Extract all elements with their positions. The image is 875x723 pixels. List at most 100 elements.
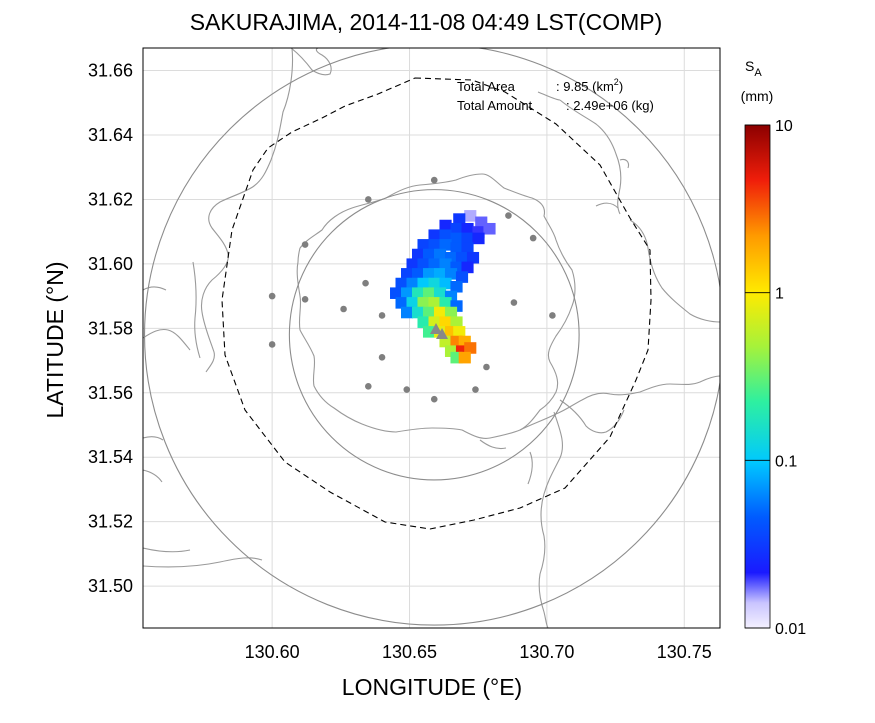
ash-cell xyxy=(401,268,414,280)
ash-cell xyxy=(433,287,447,299)
vent-markers xyxy=(430,323,448,339)
x-tick-labels: 130.60 130.65 130.70 130.75 xyxy=(245,642,712,662)
ash-cell xyxy=(461,242,474,254)
total-area-value: : 9.85 (km2) xyxy=(556,77,623,94)
ash-cell xyxy=(439,297,452,309)
colorbar-title-main: S xyxy=(745,58,754,74)
ash-cell xyxy=(475,216,488,229)
ash-cell xyxy=(411,287,425,299)
y-tick-label: 31.66 xyxy=(88,61,133,81)
ash-cell xyxy=(450,335,463,348)
totals-annotation: Total Area : 9.85 (km2) Total Amount : 2… xyxy=(457,77,654,113)
colorbar-tick-label: 0.01 xyxy=(775,621,806,638)
y-tick-label: 31.60 xyxy=(88,254,133,274)
station-dot xyxy=(365,196,372,203)
colorbar-tick-label: 1 xyxy=(775,286,784,303)
plot-border xyxy=(142,47,721,629)
x-axis-label: LONGITUDE (°E) xyxy=(342,674,522,700)
ash-cell xyxy=(417,258,430,270)
boundary-dashed xyxy=(221,77,652,530)
ash-cell xyxy=(439,229,452,241)
ash-cell xyxy=(433,306,447,319)
ash-cell xyxy=(444,251,458,264)
total-area-label: Total Area xyxy=(457,79,516,94)
y-tick-label: 31.54 xyxy=(88,447,133,467)
y-axis-label: LATITUDE (°N) xyxy=(42,262,68,419)
total-area-unit-close: ) xyxy=(619,79,623,94)
ash-cell xyxy=(428,239,441,251)
colorbar-title-sub: A xyxy=(754,67,762,79)
ash-cell xyxy=(428,229,441,241)
ash-cell xyxy=(439,277,452,290)
station-dot xyxy=(268,341,276,348)
station-dot xyxy=(301,241,309,248)
colorbar-tick-label: 10 xyxy=(775,118,793,135)
ash-cell xyxy=(439,219,452,232)
station-dot xyxy=(510,299,518,306)
ash-cell xyxy=(433,248,447,261)
ash-cell xyxy=(444,290,458,303)
ash-cell xyxy=(401,306,414,319)
ash-cell xyxy=(455,271,469,283)
station-dot xyxy=(378,354,386,361)
station-dot xyxy=(483,363,490,371)
ash-cell xyxy=(422,287,436,299)
ash-cell xyxy=(428,316,441,328)
ash-cell xyxy=(453,213,466,225)
colorbar-ticks: 0.01 0.1 1 10 xyxy=(745,118,806,638)
ash-cell xyxy=(483,222,496,235)
ash-cell xyxy=(439,316,452,328)
ash-cell xyxy=(450,351,463,364)
ash-cell xyxy=(417,297,430,309)
y-tick-label: 31.64 xyxy=(88,125,133,145)
ash-cell xyxy=(422,306,436,319)
y-tick-labels: 31.50 31.52 31.54 31.56 31.58 31.60 31.62 31.64… xyxy=(88,61,133,597)
ash-cell xyxy=(450,280,463,293)
ash-cell xyxy=(472,232,485,245)
ash-cell xyxy=(450,316,463,328)
y-tick-label: 31.52 xyxy=(88,512,133,532)
station-dot xyxy=(430,176,438,184)
ash-cell xyxy=(461,222,474,235)
ash-cell xyxy=(464,342,477,354)
station-dot xyxy=(472,386,479,393)
ash-cell xyxy=(450,232,463,245)
ash-cell xyxy=(395,277,408,290)
range-circle-10km xyxy=(144,48,720,626)
ash-cell xyxy=(444,268,458,280)
station-dot xyxy=(268,292,276,300)
plot-area xyxy=(143,48,720,628)
ash-cell xyxy=(428,258,441,270)
ash-cell xyxy=(450,242,463,254)
ash-cell xyxy=(401,287,414,299)
ash-cell xyxy=(428,277,441,290)
ash-cell xyxy=(444,326,458,338)
colorbar-tick-label: 0.1 xyxy=(775,453,797,470)
ash-cell xyxy=(433,268,447,280)
ash-cell xyxy=(395,297,408,309)
station-dot xyxy=(340,305,347,313)
ash-cell xyxy=(444,306,458,319)
ash-cell xyxy=(464,210,477,222)
ash-cell xyxy=(439,335,452,348)
station-dot xyxy=(301,296,309,303)
ash-cell xyxy=(453,326,466,338)
station-dot xyxy=(549,312,556,319)
total-area-number: : 9.85 (km xyxy=(556,79,614,94)
ash-cell xyxy=(422,268,436,280)
y-tick-label: 31.62 xyxy=(88,189,133,209)
x-tick-label: 130.70 xyxy=(519,642,574,662)
ash-cell xyxy=(411,248,425,261)
x-tick-label: 130.65 xyxy=(382,642,437,662)
range-circles xyxy=(144,48,720,626)
station-dot xyxy=(378,312,386,319)
station-dot xyxy=(529,234,537,242)
ash-cell xyxy=(411,268,425,280)
colorbar-gradient xyxy=(744,124,771,629)
y-tick-label: 31.50 xyxy=(88,576,133,596)
ash-cell xyxy=(461,232,474,245)
ash-cell xyxy=(411,306,425,319)
ash-cell xyxy=(450,222,463,235)
ash-cell xyxy=(390,287,403,299)
ash-cell xyxy=(472,226,485,238)
